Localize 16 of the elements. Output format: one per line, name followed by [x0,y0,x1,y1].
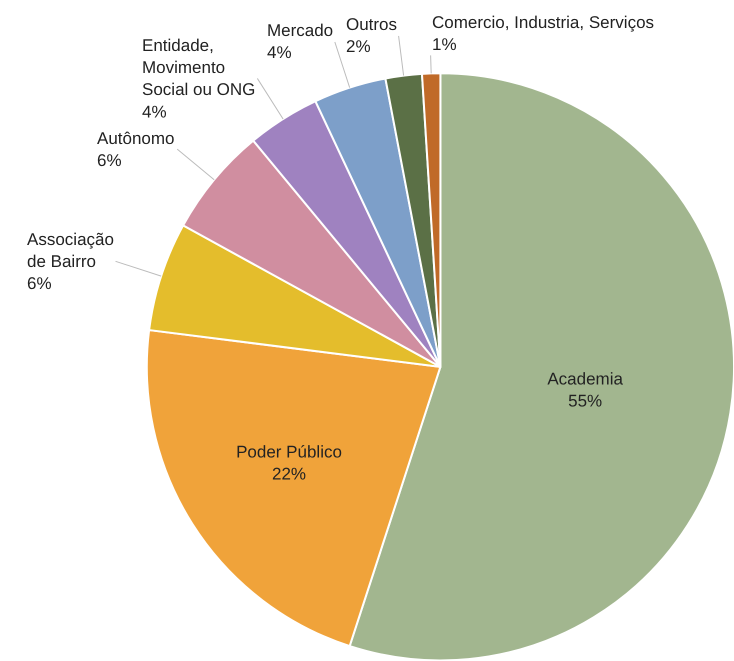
slice-label: Academia [547,369,624,388]
data-label: 6% [27,274,52,294]
slice-label: Mercado [267,21,334,40]
data-label: 4% [267,43,292,62]
data-label: 1% [432,35,457,54]
slice-label: Outros [346,15,398,34]
data-label: 6% [97,151,122,170]
slice-label: Poder Público [236,442,342,462]
data-label: 4% [142,102,167,122]
slice-label: Autônomo [97,129,174,148]
slice-label: Associação de Bairro [27,230,114,272]
data-label: 55% [568,391,602,410]
slice-label: Entidade, Movimento Social ou ONG [142,36,256,100]
data-label: 2% [346,37,371,56]
slice-label: Comercio, Industria, Serviços [432,13,654,32]
data-label: 22% [272,464,306,484]
